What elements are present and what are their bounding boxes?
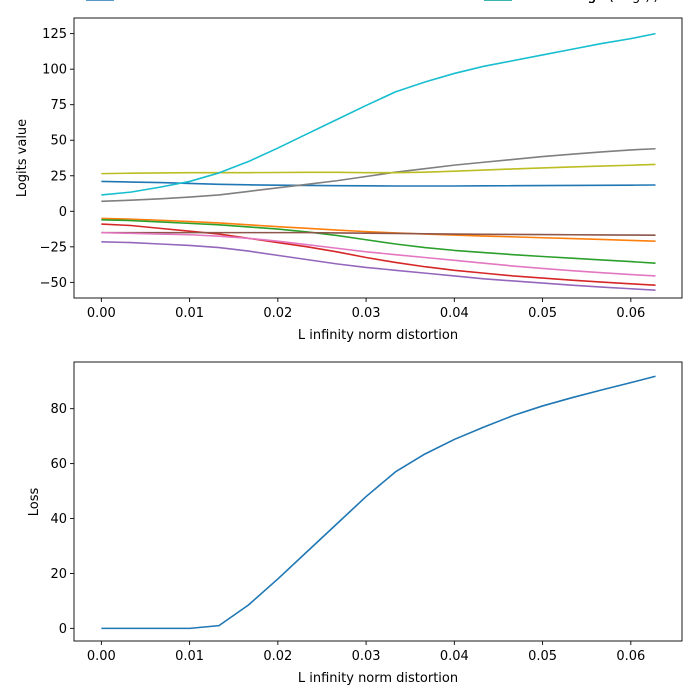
logits-chart-ytick-label: −50 [40, 276, 67, 291]
logits-chart-xtick-label: 0.06 [616, 306, 645, 321]
logits-chart-series-line-3 [101, 223, 656, 287]
loss-chart-series-line-0 [101, 375, 656, 630]
logits-chart-legend-label-9: Class 1 Logit (target) [522, 0, 658, 4]
logits-chart-legend-label-0: Class 0 Logit [522, 0, 605, 4]
logits-chart-series-line-7 [101, 147, 656, 203]
logits-chart-series-line-9 [101, 32, 656, 196]
logits-chart-series-line-4 [101, 241, 656, 291]
logits-chart-legend-label-8: Class 8 Logit (label) [522, 0, 650, 4]
loss-chart-legend-label-0: loss [124, 0, 149, 4]
logits-chart-series-line-1 [101, 217, 656, 242]
logits-chart-axes-frame [73, 17, 683, 299]
logits-chart-lines [101, 32, 656, 291]
logits-chart-series-line-2 [101, 219, 656, 264]
loss-chart: L infinity norm distortion Loss 0.00 0.01… [27, 0, 683, 686]
logits-chart-legend-label-6: Class 7 Logit [522, 0, 605, 4]
loss-chart-ytick-label: 40 [50, 512, 67, 527]
logits-chart: L infinity norm distortion Logits value … [15, 0, 683, 343]
logits-chart-ytick-label: 0 [59, 205, 67, 220]
logits-chart-legend-label-1: Class 2 Logit [522, 0, 605, 4]
loss-chart-ytick-label: 20 [50, 567, 67, 582]
logits-chart-xtick-label: 0.00 [87, 306, 116, 321]
loss-chart-ytick-label: 0 [59, 622, 67, 637]
logits-chart-xtick-label: 0.05 [528, 306, 557, 321]
logits-chart-series-line-6 [101, 231, 656, 277]
logits-chart-xlabel: L infinity norm distortion [298, 328, 458, 343]
logits-chart-xtick-label: 0.01 [175, 306, 204, 321]
logits-chart-ytick-label: 100 [42, 63, 67, 78]
logits-chart-ytick-label: −25 [40, 240, 67, 255]
loss-chart-ytick-label: 60 [50, 457, 67, 472]
logits-chart-legend-label-3: Class 4 Logit [522, 0, 605, 4]
loss-chart-xtick-label: 0.05 [528, 649, 557, 664]
logits-chart-legend-label-7: Class 9 Logit [522, 0, 605, 4]
loss-chart-xtick-label: 0.02 [263, 649, 292, 664]
loss-chart-legend: loss [86, 0, 149, 4]
logits-chart-ytick-label: 125 [42, 27, 67, 42]
loss-chart-xlabel: L infinity norm distortion [298, 671, 458, 686]
logits-chart-ytick-label: 50 [50, 134, 67, 149]
logits-chart-xtick-label: 0.04 [440, 306, 469, 321]
logits-chart-xtick-label: 0.03 [352, 306, 381, 321]
logits-chart-xtick-label: 0.02 [263, 306, 292, 321]
logits-chart-legend: Class 0 LogitClass 2 LogitClass 3 LogitC… [484, 0, 658, 4]
loss-chart-lines [101, 375, 656, 630]
loss-chart-xtick-label: 0.03 [352, 649, 381, 664]
loss-chart-xtick-label: 0.04 [440, 649, 469, 664]
logits-chart-legend-label-2: Class 3 Logit [522, 0, 605, 4]
logits-chart-ytick-label: 25 [50, 169, 67, 184]
loss-chart-axes-frame [73, 361, 683, 642]
loss-chart-ylabel: Loss [27, 488, 42, 517]
logits-chart-ytick-label: 75 [50, 98, 67, 113]
logits-chart-series-line-5 [101, 231, 656, 236]
logits-chart-legend-label-4: Class 5 Logit [522, 0, 605, 4]
loss-chart-xtick-label: 0.06 [616, 649, 645, 664]
loss-chart-ytick-label: 80 [50, 402, 67, 417]
logits-chart-ylabel: Logits value [15, 119, 30, 197]
loss-chart-xtick-label: 0.00 [87, 649, 116, 664]
logits-chart-legend-label-5: Class 6 Logit [522, 0, 605, 4]
loss-chart-xtick-label: 0.01 [175, 649, 204, 664]
logits-chart-series-line-0 [101, 180, 656, 187]
logits-chart-series-line-8 [101, 163, 656, 175]
